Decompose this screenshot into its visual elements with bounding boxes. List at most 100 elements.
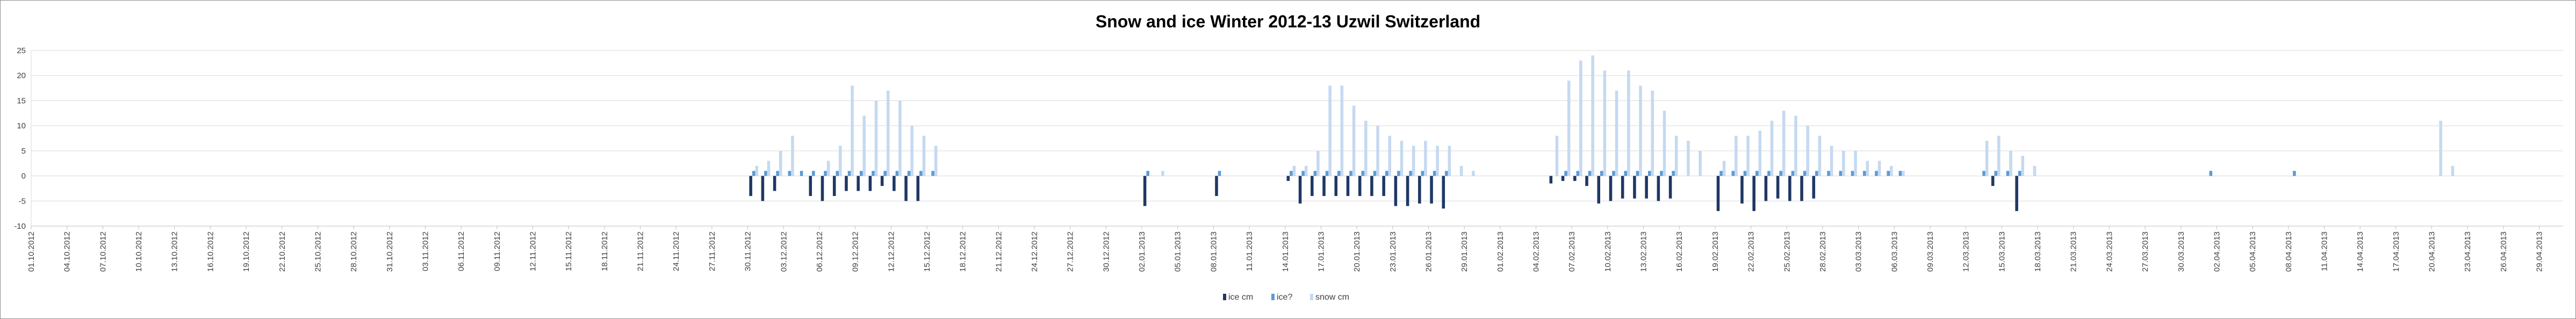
bar-ice-cm (1298, 176, 1302, 204)
bar-ice- (1624, 171, 1628, 176)
bar-ice- (1576, 171, 1580, 176)
bar-snow-cm (1770, 120, 1774, 176)
bar-ice- (1600, 171, 1603, 176)
bar-ice- (1767, 171, 1771, 176)
bar-ice-cm (1585, 176, 1588, 186)
bar-ice- (1815, 171, 1818, 176)
x-tick-label: 27.12.2012 (1066, 231, 1075, 272)
x-tick-label: 13.10.2012 (170, 231, 179, 272)
bar-snow-cm (1699, 150, 1702, 176)
x-tick-label: 17.04.2013 (2392, 231, 2401, 272)
bar-snow-cm (1842, 150, 1845, 176)
bar-snow-cm (910, 126, 913, 176)
bar-snow-cm (1854, 150, 1857, 176)
legend: ice cm ice? snow cm (1223, 293, 1349, 302)
legend-label: ice cm (1228, 293, 1253, 302)
bar-ice- (1731, 171, 1735, 176)
x-tick-label: 19.10.2012 (242, 231, 251, 272)
x-tick-label: 14.04.2013 (2356, 231, 2365, 272)
x-tick-label: 26.04.2013 (2499, 231, 2508, 272)
bar-snow-cm (1376, 126, 1379, 176)
bar-snow-cm (1615, 90, 1618, 176)
x-tick-label: 10.10.2012 (134, 231, 143, 272)
bar-ice- (800, 171, 803, 176)
bar-ice-cm (1286, 176, 1290, 181)
x-tick-label: 30.12.2012 (1102, 231, 1111, 272)
bar-snow-cm (1651, 90, 1654, 176)
bar-snow-cm (779, 150, 782, 176)
x-tick-label: 22.02.2013 (1747, 231, 1756, 272)
bar-snow-cm (1412, 146, 1415, 176)
bar-ice- (1887, 171, 1890, 176)
bar-snow-cm (1448, 146, 1451, 176)
bar-ice-cm (1645, 176, 1648, 199)
bar-ice-cm (761, 176, 765, 201)
bar-ice- (2293, 171, 2296, 176)
x-tick-label: 10.02.2013 (1603, 231, 1613, 272)
bar-snow-cm (1758, 130, 1762, 176)
bar-ice-cm (1716, 176, 1720, 211)
bar-ice- (776, 171, 779, 176)
x-tick-label: 06.12.2012 (815, 231, 824, 272)
x-tick-label: 18.03.2013 (2033, 231, 2042, 272)
bar-ice-cm (2015, 176, 2018, 211)
x-tick-label: 08.04.2013 (2284, 231, 2293, 272)
bar-ice- (1647, 171, 1651, 176)
x-tick-label: 12.12.2012 (887, 231, 896, 272)
y-tick-label: 15 (17, 96, 26, 105)
bar-snow-cm (1603, 70, 1607, 176)
bar-ice- (812, 171, 815, 176)
y-tick-label: 5 (21, 147, 26, 156)
bar-ice- (2209, 171, 2213, 176)
bar-snow-cm (1902, 171, 1905, 176)
bar-ice-cm (904, 176, 908, 201)
bar-ice- (1660, 171, 1663, 176)
bar-ice- (919, 171, 923, 176)
y-tick-label: -5 (19, 197, 26, 206)
bar-snow-cm (1818, 135, 1822, 176)
bar-snow-cm (2009, 150, 2012, 176)
x-tick-label: 21.11.2012 (636, 231, 645, 271)
bar-ice- (788, 171, 791, 176)
bar-snow-cm (2451, 165, 2455, 176)
bar-snow-cm (886, 90, 890, 176)
bar-ice-cm (1597, 176, 1600, 204)
bar-ice- (883, 171, 887, 176)
bar-ice- (1218, 171, 1221, 176)
bar-ice- (895, 171, 899, 176)
bar-ice- (1827, 171, 1830, 176)
bar-snow-cm (1388, 135, 1392, 176)
bar-ice-cm (1311, 176, 1314, 196)
bar-snow-cm (1472, 171, 1475, 176)
axes (31, 50, 2563, 229)
bar-ice- (1397, 171, 1400, 176)
x-tick-label: 24.11.2012 (672, 231, 681, 271)
x-tick-label: 18.11.2012 (600, 231, 609, 271)
bar-ice- (836, 171, 839, 176)
bar-ice- (2018, 171, 2021, 176)
bar-ice- (1301, 171, 1305, 176)
bar-ice-cm (773, 176, 776, 191)
bar-ice- (1433, 171, 1436, 176)
x-tick-label: 03.03.2013 (1854, 231, 1863, 272)
bar-ice-cm (1382, 176, 1385, 196)
bar-snow-cm (839, 146, 842, 176)
x-tick-label: 30.11.2012 (744, 231, 753, 271)
bar-ice-cm (916, 176, 920, 201)
bar-snow-cm (1806, 126, 1809, 176)
bar-snow-cm (1424, 141, 1427, 176)
bar-ice-cm (1621, 176, 1624, 199)
bar-ice-cm (821, 176, 824, 201)
bar-ice- (1445, 171, 1448, 176)
x-tick-label: 06.11.2012 (457, 231, 466, 271)
bar-snow-cm (1328, 85, 1332, 176)
x-tick-label: 21.03.2013 (2069, 231, 2078, 272)
bar-ice- (1361, 171, 1365, 176)
bar-snow-cm (2021, 156, 2025, 176)
bar-ice-cm (1573, 176, 1577, 181)
bar-snow-cm (1997, 135, 2001, 176)
x-tick-label: 26.01.2013 (1424, 231, 1433, 272)
bar-snow-cm (862, 115, 866, 176)
bar-ice- (1862, 171, 1866, 176)
x-tick-label: 04.10.2012 (63, 231, 72, 272)
